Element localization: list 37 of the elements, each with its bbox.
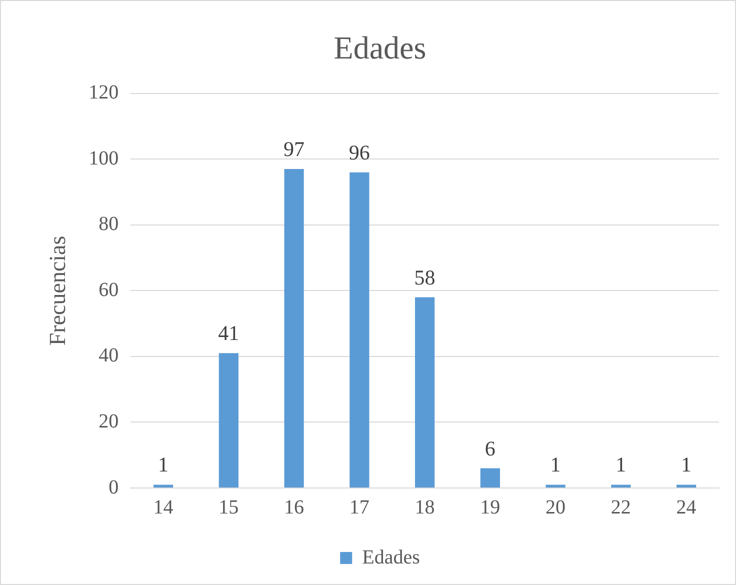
bar [218, 353, 238, 488]
data-label: 6 [484, 436, 496, 460]
bar [414, 297, 435, 488]
x-tick-label: 16 [284, 496, 304, 518]
x-tick-label: 19 [480, 496, 500, 518]
data-label: 41 [218, 321, 240, 346]
bar [153, 484, 174, 488]
x-tick-label: 22 [610, 496, 631, 518]
bar [546, 484, 566, 488]
data-label: 1 [158, 452, 169, 477]
y-tick-label: 40 [98, 344, 119, 367]
bar [480, 468, 500, 488]
y-tick-label: 0 [108, 476, 119, 498]
data-label: 1 [550, 452, 561, 477]
y-axis-title: Frecuencias [44, 236, 70, 346]
bar [350, 172, 370, 488]
data-label: 58 [414, 265, 436, 290]
x-tick-label: 18 [414, 496, 435, 518]
bar [611, 484, 631, 488]
data-label: 96 [348, 140, 370, 164]
data-label: 1 [681, 452, 692, 477]
y-tick-label: 20 [98, 410, 119, 432]
y-tick-label: 60 [98, 278, 119, 301]
bar [676, 484, 696, 488]
data-label: 97 [284, 137, 305, 162]
legend-label: Edades [362, 546, 420, 568]
bar [284, 169, 304, 488]
data-label: 1 [616, 452, 626, 477]
y-tick-label: 80 [98, 213, 119, 236]
chart-title: Edades [334, 30, 426, 66]
y-tick-label: 100 [88, 147, 119, 170]
x-tick-label: 17 [349, 496, 370, 518]
y-tick-label: 120 [88, 82, 119, 104]
x-tick-label: 15 [218, 496, 239, 518]
x-tick-label: 20 [546, 496, 566, 518]
x-tick-label: 24 [676, 496, 696, 518]
x-tick-label: 14 [153, 496, 174, 518]
